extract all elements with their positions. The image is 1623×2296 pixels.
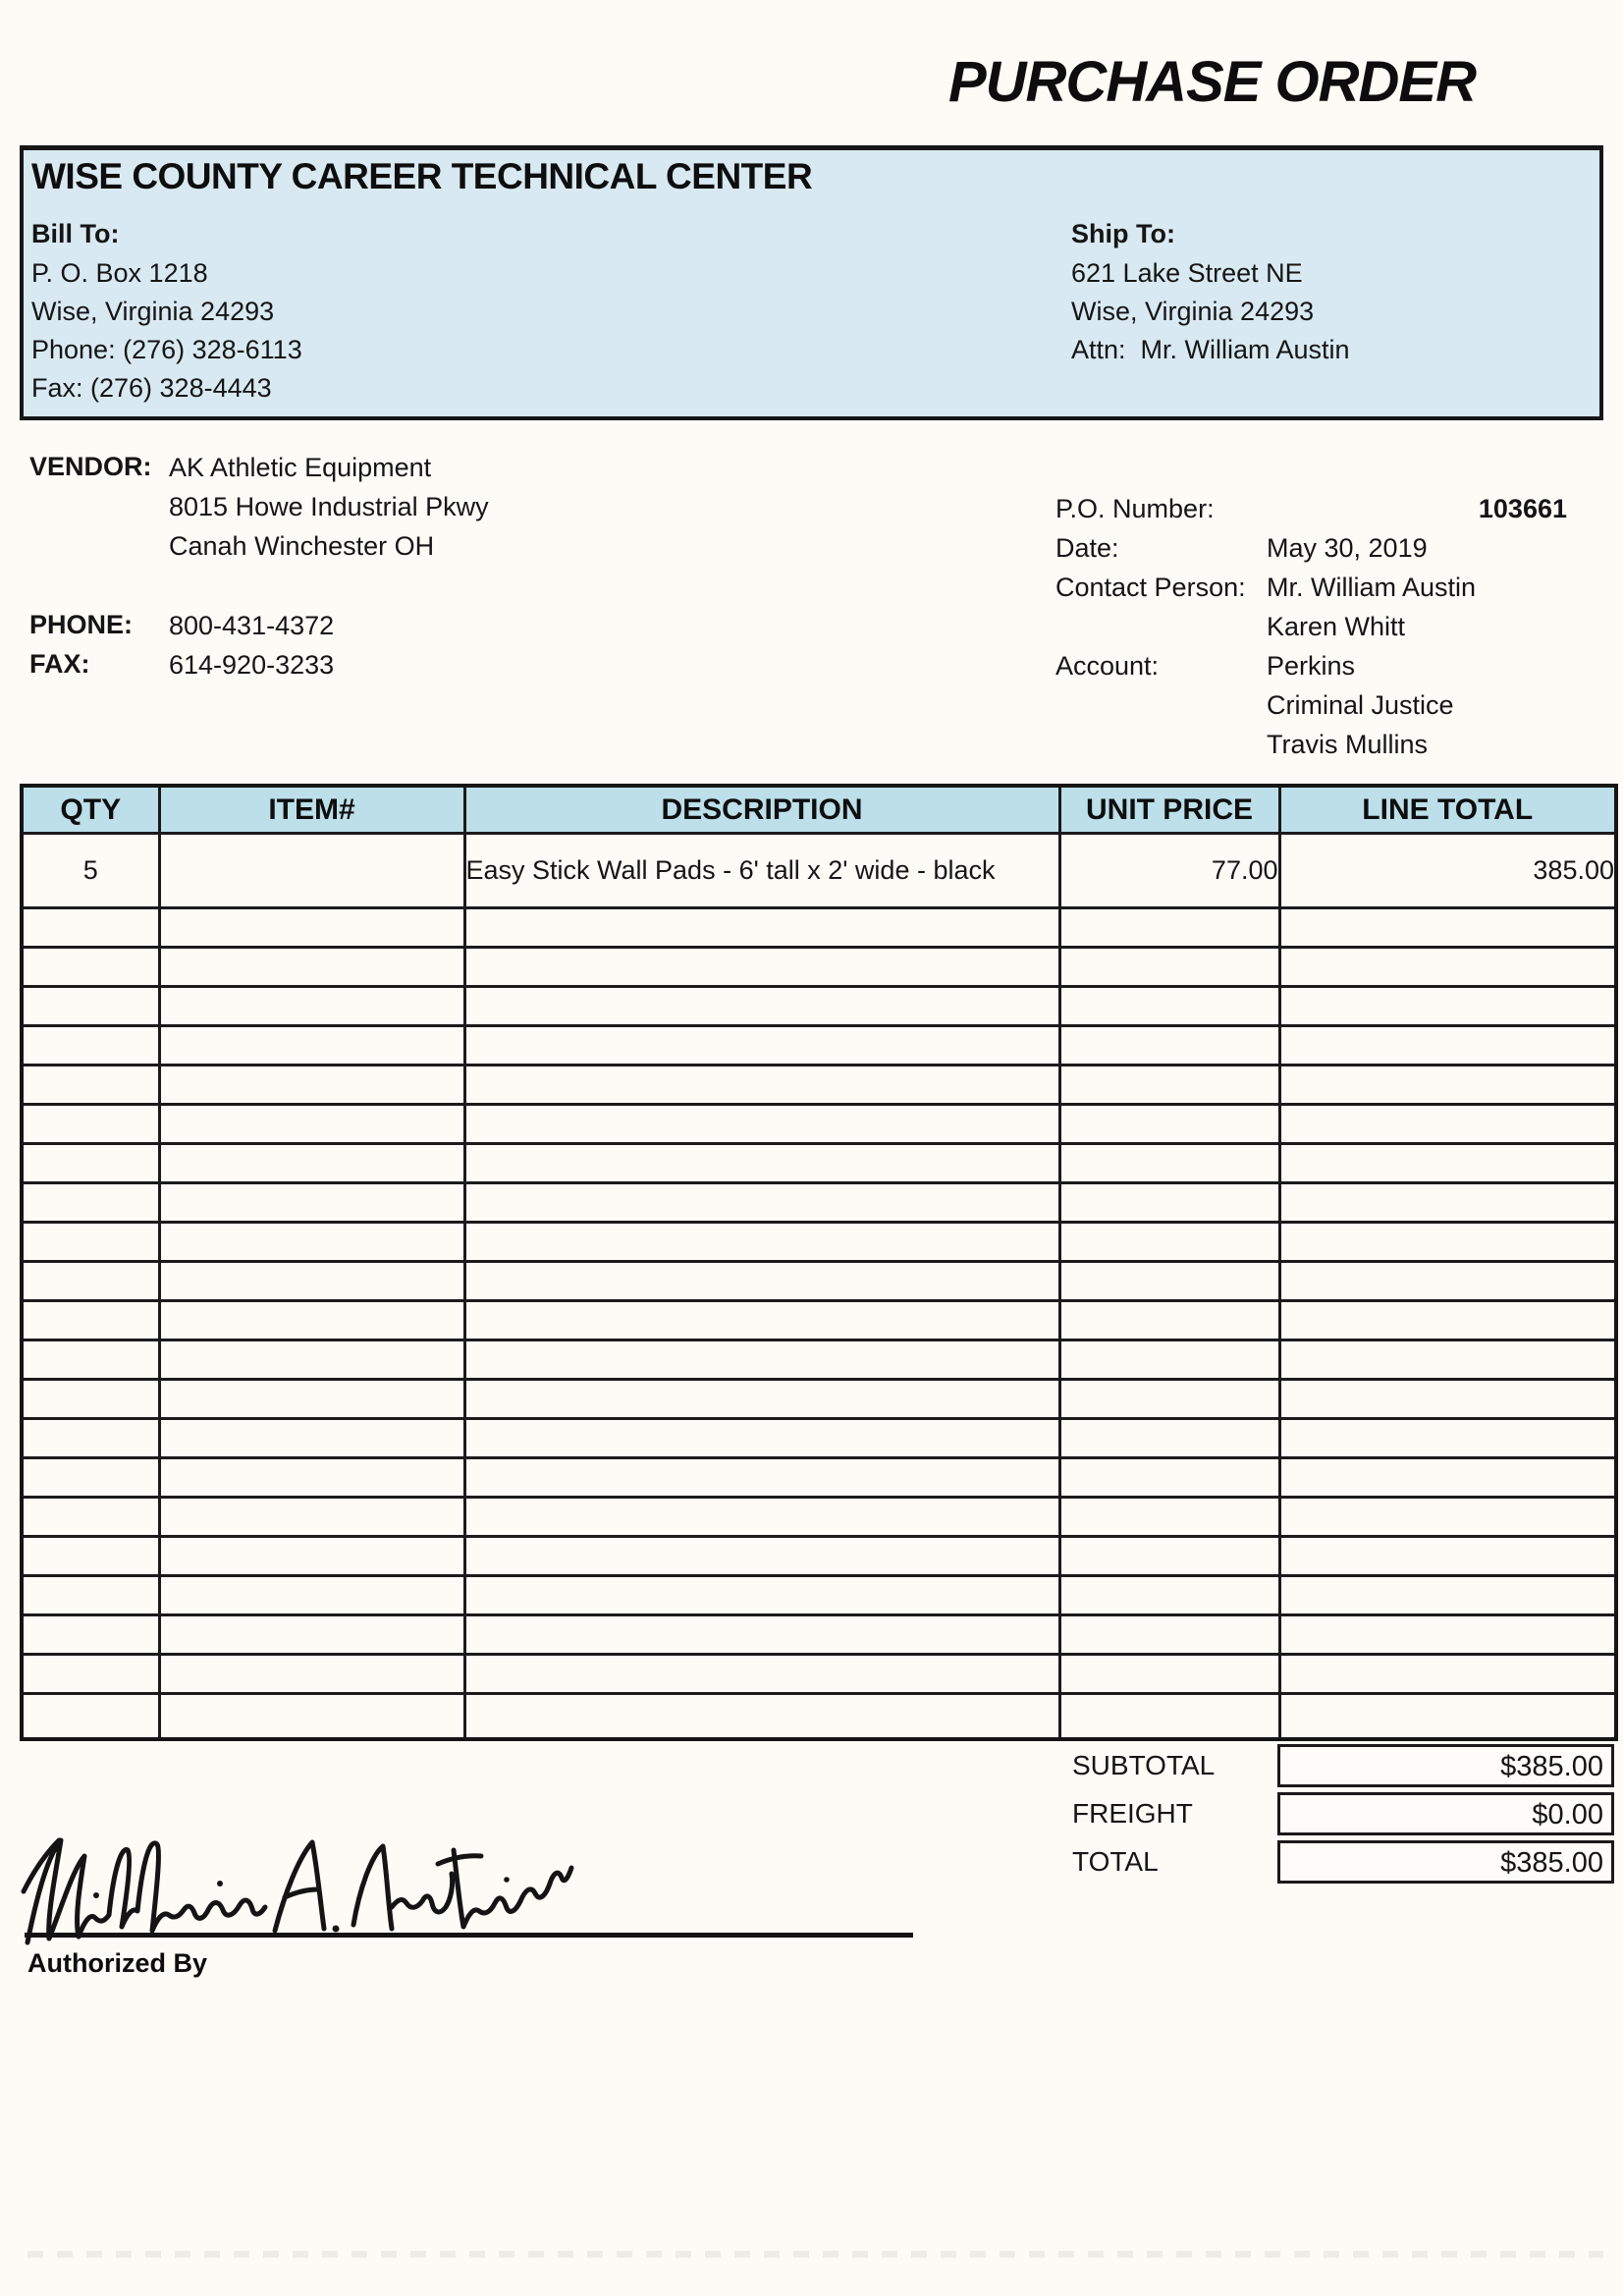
subtotal-row: SUBTOTAL $385.00 <box>20 1744 1614 1787</box>
ship-to-line: 621 Lake Street NE <box>1071 258 1303 288</box>
scanner-artifact-strip <box>27 2251 1603 2258</box>
table-row-empty <box>20 1613 1618 1656</box>
subtotal-value: $385.00 <box>1500 1751 1603 1782</box>
total-label: TOTAL <box>1072 1846 1159 1877</box>
bill-to-line: Fax: (276) 328-4443 <box>31 373 272 403</box>
line-items-table: QTY ITEM# DESCRIPTION UNIT PRICE LINE TO… <box>20 784 1618 1741</box>
subtotal-value-box: $385.00 <box>1277 1744 1614 1787</box>
table-row: 5 Easy Stick Wall Pads - 6' tall x 2' wi… <box>20 832 1618 909</box>
cell-unit-price: 77.00 <box>1057 832 1281 909</box>
account-value: Travis Mullins <box>1267 730 1429 759</box>
table-row-empty <box>20 1023 1618 1066</box>
table-row-empty <box>20 1652 1618 1695</box>
authorized-by-label: Authorized By <box>27 1948 208 1978</box>
date-label: Date: <box>1055 533 1119 563</box>
cell-item <box>157 832 466 909</box>
account-value: Perkins <box>1267 651 1356 681</box>
table-row-empty <box>20 1220 1618 1263</box>
vendor-name: AK Athletic Equipment <box>169 453 432 482</box>
column-header-qty: QTY <box>20 784 161 835</box>
cell-line-total: 385.00 <box>1277 832 1618 909</box>
company-address-box: WISE COUNTY CAREER TECHNICAL CENTER Bill… <box>20 145 1603 420</box>
table-header-row: QTY ITEM# DESCRIPTION UNIT PRICE LINE TO… <box>20 784 1618 835</box>
account-label: Account: <box>1055 651 1160 681</box>
table-row-empty <box>20 1338 1618 1381</box>
table-body: 5 Easy Stick Wall Pads - 6' tall x 2' wi… <box>20 832 1618 1741</box>
column-header-item: ITEM# <box>157 784 466 835</box>
table-row-empty <box>20 1416 1618 1459</box>
table-row-empty <box>20 1102 1618 1145</box>
vendor-phone-label: PHONE: <box>29 610 134 639</box>
table-row-empty <box>20 1259 1618 1302</box>
table-row-empty <box>20 1455 1618 1499</box>
vendor-label: VENDOR: <box>29 452 152 481</box>
bill-to-line: Phone: (276) 328-6113 <box>31 335 302 364</box>
table-row-empty <box>20 906 1618 949</box>
handwritten-signature <box>21 1837 574 1945</box>
table-row-empty <box>20 1063 1618 1106</box>
vendor-fax-label: FAX: <box>29 649 90 679</box>
table-row-empty <box>20 1573 1618 1616</box>
total-row: TOTAL $385.00 <box>20 1840 1614 1884</box>
date-value: May 30, 2019 <box>1267 533 1428 563</box>
company-name: WISE COUNTY CAREER TECHNICAL CENTER <box>31 156 813 196</box>
vendor-address-line: 8015 Howe Industrial Pkwy <box>169 492 489 521</box>
table-row-empty <box>20 945 1618 988</box>
vendor-phone: 800-431-4372 <box>169 611 335 640</box>
table-row-empty <box>20 1141 1618 1184</box>
vendor-address-line: Canah Winchester OH <box>169 531 435 561</box>
contact-person-value: Mr. William Austin <box>1267 573 1477 602</box>
page-title: PURCHASE ORDER <box>947 50 1477 114</box>
table-row-empty <box>20 1298 1618 1341</box>
bill-to-line: P. O. Box 1218 <box>31 258 208 288</box>
table-row-empty <box>20 1180 1618 1224</box>
order-info-block: P.O. Number: 103661 Date: May 30, 2019 C… <box>1055 494 1567 769</box>
contact-person-value: Karen Whitt <box>1267 612 1406 641</box>
ship-to-line: Wise, Virginia 24293 <box>1071 297 1315 326</box>
bill-to-line: Wise, Virginia 24293 <box>31 297 275 326</box>
column-header-unit-price: UNIT PRICE <box>1057 784 1281 835</box>
totals-block: SUBTOTAL $385.00 FREIGHT $0.00 TOTAL $38… <box>20 1744 1614 1888</box>
cell-qty: 5 <box>20 832 161 909</box>
bill-to-label: Bill To: <box>31 219 120 248</box>
account-value: Criminal Justice <box>1267 690 1454 720</box>
column-header-description: DESCRIPTION <box>462 784 1061 835</box>
ship-to-label: Ship To: <box>1071 219 1175 248</box>
table-row-empty <box>20 984 1618 1027</box>
table-row-empty <box>20 1377 1618 1420</box>
ship-to-line: Attn: Mr. William Austin <box>1071 335 1350 364</box>
total-value: $385.00 <box>1500 1847 1603 1879</box>
total-value-box: $385.00 <box>1277 1840 1614 1884</box>
cell-description: Easy Stick Wall Pads - 6' tall x 2' wide… <box>462 832 1061 909</box>
table-row-empty <box>20 1495 1618 1538</box>
po-number-value: 103661 <box>1478 494 1567 523</box>
freight-label: FREIGHT <box>1072 1798 1193 1829</box>
table-row-empty <box>20 1691 1618 1741</box>
table-row-empty <box>20 1534 1618 1577</box>
signature-line <box>25 1933 913 1938</box>
freight-value-box: $0.00 <box>1277 1792 1614 1835</box>
freight-value: $0.00 <box>1532 1799 1603 1831</box>
po-number-label: P.O. Number: <box>1055 494 1215 523</box>
freight-row: FREIGHT $0.00 <box>20 1792 1614 1835</box>
contact-person-label: Contact Person: <box>1055 573 1246 602</box>
vendor-fax: 614-920-3233 <box>169 650 335 680</box>
subtotal-label: SUBTOTAL <box>1072 1750 1216 1780</box>
column-header-line-total: LINE TOTAL <box>1277 784 1618 835</box>
